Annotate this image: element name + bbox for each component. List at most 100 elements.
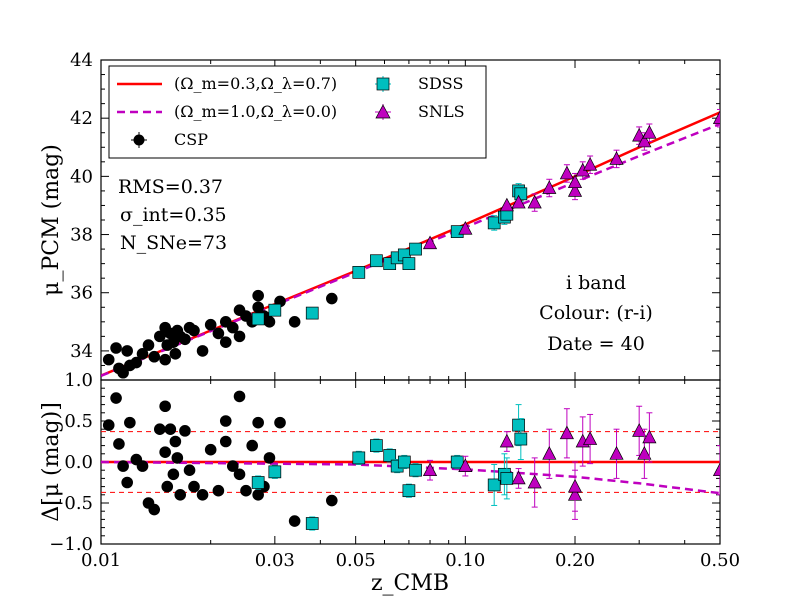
snls-point [422,235,438,250]
sdss-point [402,484,416,498]
top-data-points [102,108,720,379]
csp-point [121,476,133,489]
legend: (Ω_m=0.3,Ω_λ=0.7) (Ω_m=1.0,Ω_λ=0.0) CSP … [108,65,487,159]
x-tick-label: 0.10 [445,550,485,571]
csp-point [252,301,264,314]
snls-point [712,462,720,477]
csp-point [288,515,301,527]
top-y-tick-label: 38 [70,225,93,246]
snls-point [422,462,438,477]
csp-point [188,324,200,337]
snls-point [609,446,624,460]
snls-point [458,458,473,472]
csp-point [252,489,264,501]
snls-point [567,478,583,493]
csp-point [263,452,276,464]
residual-data-points [102,390,720,531]
csp-point [136,348,149,360]
bottom-y-tick-label: 0.0 [64,452,93,473]
csp-point [196,345,209,357]
legend-sdss-label: SDSS [418,74,463,93]
csp-point [240,484,252,497]
snls-point [559,425,574,440]
legend-csp-label: CSP [174,130,208,149]
sdss-point [409,463,422,477]
csp-point [219,435,232,448]
sdss-point [251,476,265,489]
sigma-annotation: σ_int=0.35 [120,204,227,226]
top-y-tick-label: 44 [70,50,93,71]
csp-point [159,353,171,366]
csp-point [169,435,182,448]
csp-point [169,348,182,360]
snls-point [559,165,574,180]
csp-point [110,392,122,404]
sdss-point [450,455,464,469]
snls-point [642,429,657,444]
csp-point [212,327,225,340]
sdss-point [305,306,319,320]
legend-eds-label: (Ω_m=1.0,Ω_λ=0.0) [174,102,337,121]
snls-point [609,151,624,165]
csp-point [288,316,301,328]
sdss-point [268,465,282,479]
snls-point [567,174,583,189]
csp-point [212,484,225,497]
csp-point [148,503,161,516]
csp-point [252,289,264,302]
top-y-axis: 34 36 38 40 42 44 [70,50,720,381]
csp-point [164,423,177,436]
csp-point [219,415,232,427]
sdss-point [305,517,319,530]
csp-point [204,443,217,456]
sdss-point [383,449,397,462]
csp-point [325,292,338,305]
sdss-point [397,455,411,469]
sdss-point [402,257,416,270]
snls-point [499,197,514,212]
csp-point [113,438,125,450]
bottom-y-tick-label: −0.5 [49,493,93,514]
snls-point [542,446,557,460]
x-tick-label: 0.05 [336,550,376,571]
csp-point [233,390,246,403]
legend-csp-swatch [131,132,147,148]
top-y-tick-label: 40 [70,166,93,187]
sdss-point [268,303,282,317]
csp-point [274,416,286,429]
sdss-point [352,451,366,465]
sdss-point [409,242,422,256]
snls-point [527,474,542,489]
date-annotation: Date = 40 [547,333,645,355]
legend-box [108,65,487,159]
csp-point [226,321,239,334]
snls-point [642,124,657,139]
top-y-tick-label: 36 [70,283,93,304]
snls-point [511,194,526,209]
csp-point [153,330,166,343]
snls-point [583,431,598,445]
csp-point [102,419,115,431]
top-y-tick-label: 34 [70,341,93,362]
csp-point [167,468,180,481]
sdss-point [500,472,514,485]
rms-annotation: RMS=0.37 [118,176,223,198]
csp-point [204,318,217,331]
x-axis-title: z_CMB [371,571,449,596]
csp-point [142,339,155,351]
csp-point [246,439,258,452]
snls-point [542,180,557,194]
nsne-annotation: N_SNe=73 [120,232,227,254]
csp-point [233,468,246,481]
snls-point [511,470,526,485]
csp-point [110,342,122,354]
csp-point [233,330,246,343]
bottom-y-tick-label: −1.0 [49,534,93,555]
csp-point [159,400,171,413]
sdss-point [352,266,366,279]
sdss-point [370,439,383,452]
csp-point [171,452,184,464]
csp-point [153,423,166,436]
sdss-point [370,254,383,268]
